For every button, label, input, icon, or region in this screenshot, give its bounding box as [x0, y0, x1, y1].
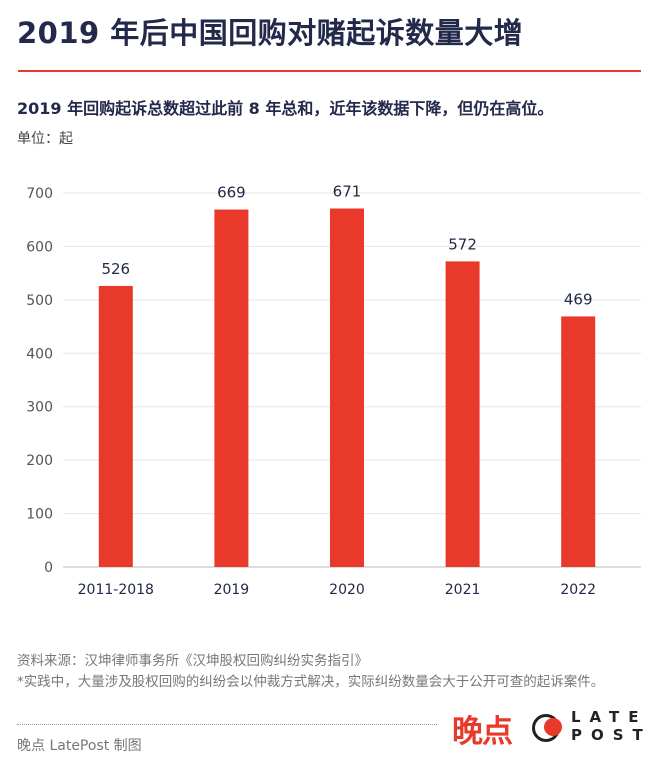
- credit: 晚点 LatePost 制图: [17, 738, 142, 754]
- unit-label: 单位：起: [17, 131, 73, 147]
- chart-title: 2019 年后中国回购对赌起诉数量大增: [17, 16, 524, 50]
- source-note: 资料来源：汉坤律师事务所《汉坤股权回购纠纷实务指引》: [17, 653, 368, 669]
- x-tick-label: 2011-2018: [78, 582, 154, 598]
- logo-dot-icon: [544, 718, 562, 736]
- y-tick-label: 0: [44, 560, 53, 576]
- x-tick-label: 2022: [560, 582, 596, 598]
- footer-divider: [17, 724, 437, 725]
- y-tick-label: 200: [26, 453, 53, 469]
- data-label: 572: [448, 235, 477, 253]
- title-divider: [18, 70, 641, 72]
- bar: [330, 208, 364, 567]
- data-label: 469: [564, 290, 593, 308]
- latepost-logo: 晚点 LATE POST: [452, 706, 644, 750]
- y-tick-label: 700: [26, 186, 53, 202]
- x-tick-label: 2021: [445, 582, 481, 598]
- logo-cn-text: 晚点: [452, 714, 513, 750]
- practice-note: *实践中，大量涉及股权回购的纠纷会以仲裁方式解决，实际纠纷数量会大于公开可查的起…: [17, 674, 605, 690]
- footnotes: 资料来源：汉坤律师事务所《汉坤股权回购纠纷实务指引》 *实践中，大量涉及股权回购…: [17, 651, 642, 693]
- y-tick-label: 500: [26, 293, 53, 309]
- bar: [561, 316, 596, 567]
- y-tick-label: 100: [26, 507, 53, 523]
- data-label: 669: [217, 184, 246, 202]
- bar: [445, 261, 480, 567]
- x-tick-label: 2020: [329, 582, 365, 598]
- bar-chart: 0 100 200 300 400 500 600 700 526 2011-2018 669 201…: [26, 182, 641, 598]
- x-tick-label: 2019: [214, 582, 250, 598]
- logo-en-text: LATE POST: [571, 708, 652, 744]
- data-label: 526: [101, 260, 130, 278]
- bar: [214, 209, 249, 567]
- bar: [98, 285, 133, 567]
- chart-subtitle: 2019 年回购起诉总数超过此前 8 年总和，近年该数据下降，但仍在高位。: [17, 99, 554, 118]
- y-tick-label: 600: [26, 239, 53, 255]
- y-tick-label: 400: [26, 346, 53, 362]
- data-label: 671: [333, 182, 362, 200]
- y-tick-label: 300: [26, 400, 53, 416]
